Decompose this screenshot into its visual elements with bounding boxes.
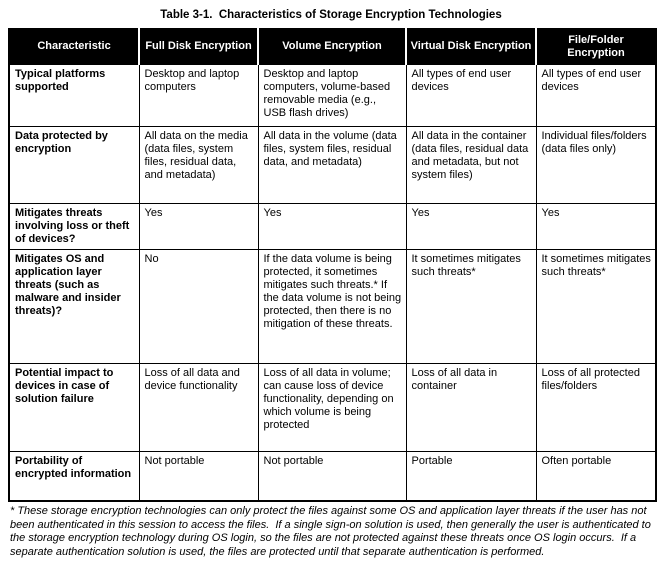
table-cell: Loss of all protected files/folders	[535, 362, 657, 452]
table-cell: Individual files/folders (data files onl…	[535, 125, 657, 204]
row-characteristic: Typical platforms supported	[8, 63, 140, 127]
table-cell: Not portable	[138, 450, 259, 502]
row-characteristic: Mitigates OS and application layer threa…	[8, 248, 140, 364]
column-header-virtual-disk-encryption: Virtual Disk Encryption	[405, 28, 537, 65]
column-header-volume-encryption: Volume Encryption	[257, 28, 407, 65]
table-row: Data protected by encryption All data on …	[8, 125, 657, 204]
table-footnote: * These storage encryption technologies …	[10, 505, 654, 558]
row-characteristic: Data protected by encryption	[8, 125, 140, 204]
table-cell: Desktop and laptop computers	[138, 63, 259, 127]
table-row: Potential impact to devices in case of s…	[8, 362, 657, 452]
table-cell: Yes	[138, 202, 259, 250]
table-cell: Often portable	[535, 450, 657, 502]
table-cell: Yes	[535, 202, 657, 250]
table-cell: All types of end user devices	[535, 63, 657, 127]
table-cell: All types of end user devices	[405, 63, 537, 127]
table-row: Mitigates OS and application layer threa…	[8, 248, 657, 364]
table-cell: Yes	[257, 202, 407, 250]
table-row: Portability of encrypted information Not …	[8, 450, 657, 502]
row-characteristic: Mitigates threats involving loss or thef…	[8, 202, 140, 250]
column-header-file-folder-encryption: File/Folder Encryption	[535, 28, 657, 65]
table-cell: All data on the media (data files, syste…	[138, 125, 259, 204]
table-cell: Desktop and laptop computers, volume-bas…	[257, 63, 407, 127]
table-cell: Yes	[405, 202, 537, 250]
row-characteristic: Portability of encrypted information	[8, 450, 140, 502]
column-header-characteristic: Characteristic	[8, 28, 140, 65]
header-row: Characteristic Full Disk Encryption Volu…	[8, 28, 657, 65]
table-cell: No	[138, 248, 259, 364]
table-cell: Loss of all data and device functionalit…	[138, 362, 259, 452]
table-cell: If the data volume is being protected, i…	[257, 248, 407, 364]
table-cell: It sometimes mitigates such threats*	[405, 248, 537, 364]
table-cell: Not portable	[257, 450, 407, 502]
table-cell: Portable	[405, 450, 537, 502]
table-row: Typical platforms supported Desktop and l…	[8, 63, 657, 127]
table-cell: It sometimes mitigates such threats*	[535, 248, 657, 364]
row-characteristic: Potential impact to devices in case of s…	[8, 362, 140, 452]
table-cell: All data in the container (data files, r…	[405, 125, 537, 204]
table-cell: Loss of all data in volume; can cause lo…	[257, 362, 407, 452]
table-row: Mitigates threats involving loss or thef…	[8, 202, 657, 250]
table-cell: Loss of all data in container	[405, 362, 537, 452]
table-title: Table 3-1. Characteristics of Storage En…	[160, 9, 502, 21]
storage-encryption-table: Characteristic Full Disk Encryption Volu…	[8, 28, 657, 502]
column-header-full-disk-encryption: Full Disk Encryption	[138, 28, 259, 65]
table-cell: All data in the volume (data files, syst…	[257, 125, 407, 204]
